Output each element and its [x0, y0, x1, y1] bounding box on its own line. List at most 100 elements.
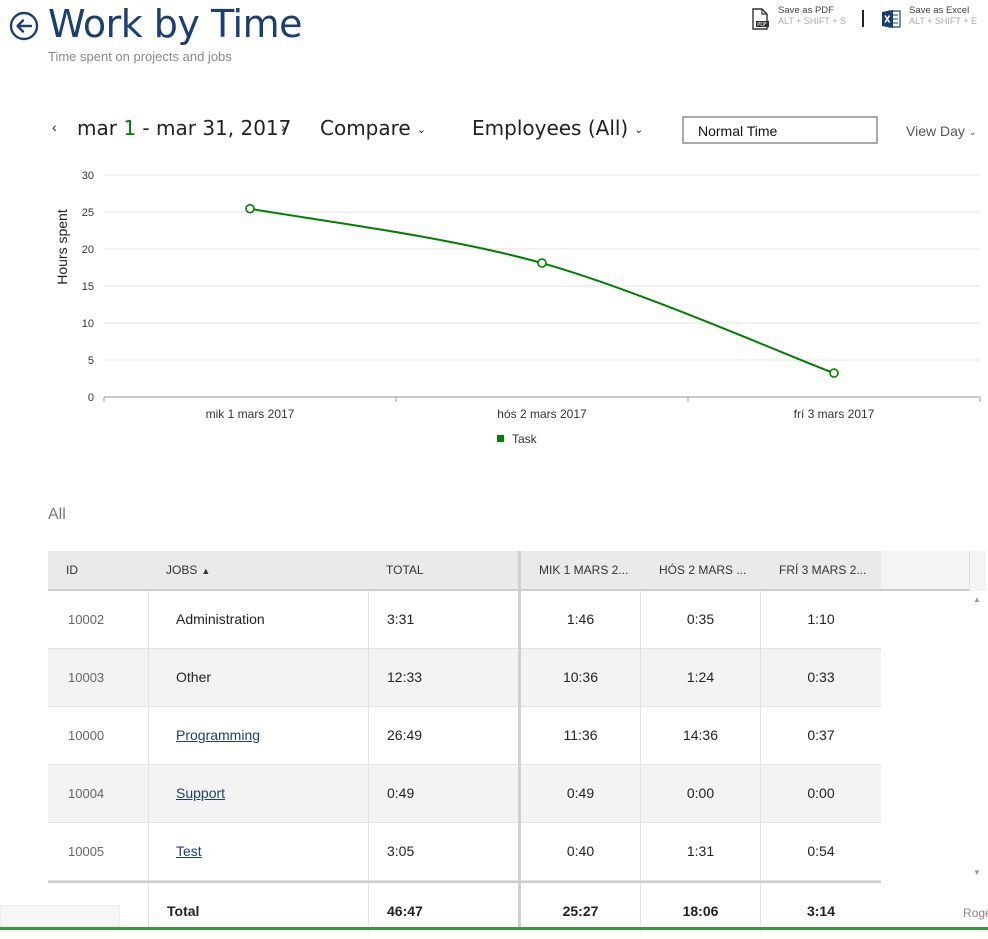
chevron-down-icon: ⌄: [416, 123, 426, 136]
table-total-row: Total 46:47 25:27 18:06 3:14: [48, 881, 881, 932]
total-day-1: 25:27: [521, 883, 641, 932]
pdf-document-icon: PDF: [752, 8, 769, 30]
scrollbar-header-corner: [969, 551, 986, 591]
x-tick-label: frí 3 mars 2017: [794, 407, 875, 421]
compare-dropdown[interactable]: Compare ⌄: [320, 116, 426, 140]
legend-label-task: Task: [512, 432, 538, 446]
row-id-cell: 10004: [68, 786, 105, 801]
total-hours: 46:47: [387, 903, 423, 919]
row-total-cell: 26:49: [387, 727, 423, 743]
x-tick-label: mik 1 mars 2017: [206, 407, 295, 421]
save-as-excel-button[interactable]: Save as Excel ALT + SHIFT + E: [881, 6, 977, 30]
work-time-table: ID JOBS ▲ TOTAL MIK 1 MARS 2... HÓS 2 MAR…: [48, 551, 986, 932]
bottom-accent-bar: [0, 927, 988, 930]
scroll-up-icon[interactable]: ▲: [973, 595, 981, 604]
page-title: Work by Time: [48, 2, 303, 46]
date-range-label[interactable]: mar 1 - mar 31, 2017: [77, 116, 291, 140]
column-header-total[interactable]: TOTAL: [386, 563, 424, 577]
page-header: Work by Time Time spent on projects and …: [0, 0, 988, 80]
table-row[interactable]: 10005 Test 3:05 0:40 1:31 0:54: [48, 823, 881, 881]
employees-dropdown[interactable]: Employees (All) ⌄: [472, 116, 643, 140]
view-day-dropdown[interactable]: View Day ⌄: [906, 123, 976, 139]
row-day-2-cell: 1:24: [641, 649, 761, 706]
row-total-cell: 12:33: [387, 669, 423, 685]
column-header-jobs[interactable]: JOBS ▲: [166, 551, 210, 589]
total-day-3: 3:14: [806, 903, 836, 919]
row-id-cell: 10000: [68, 728, 105, 743]
export-separator: [862, 10, 864, 27]
time-type-select[interactable]: Normal Time: [682, 116, 878, 144]
chart-x-axis: mik 1 mars 2017 hós 2 mars 2017 frí 3 mars…: [103, 397, 981, 421]
date-day: 1: [123, 116, 137, 140]
y-tick-label: 25: [82, 207, 94, 219]
table-header-row: ID JOBS ▲ TOTAL MIK 1 MARS 2... HÓS 2 MAR…: [48, 551, 969, 591]
clipped-footer-text: Roge: [963, 906, 988, 920]
back-arrow-icon[interactable]: [9, 11, 39, 41]
employees-label: Employees (All): [472, 116, 629, 140]
row-day-3-cell: 0:33: [807, 669, 835, 685]
y-tick-label: 5: [88, 355, 94, 367]
header-filler: [881, 551, 969, 591]
data-point[interactable]: [245, 203, 255, 214]
view-day-label: View Day: [906, 123, 965, 139]
y-tick-label: 0: [88, 392, 94, 404]
pinned-columns-divider: [518, 551, 521, 930]
legend-swatch-task: [497, 435, 504, 442]
row-total-cell: 0:49: [387, 785, 415, 801]
series-line-task: [249, 207, 835, 375]
scroll-down-icon[interactable]: ▼: [973, 868, 981, 877]
column-header-id[interactable]: ID: [66, 563, 78, 577]
chart-y-ticks: 0 5 10 15 20 25 30: [82, 170, 94, 404]
next-period-button[interactable]: ›: [281, 119, 286, 135]
y-tick-label: 20: [82, 244, 94, 256]
row-id-cell: 10002: [68, 612, 105, 627]
vertical-scrollbar[interactable]: ▲ ▼: [969, 591, 986, 881]
row-day-2-cell: 0:35: [641, 591, 761, 648]
save-as-pdf-button[interactable]: PDF Save as PDF ALT + SHIFT + S: [750, 6, 846, 30]
column-header-day-1[interactable]: MIK 1 MARS 2...: [539, 563, 629, 577]
row-total-cell: 3:05: [387, 843, 415, 859]
table-row[interactable]: 10004 Support 0:49 0:49 0:00 0:00: [48, 765, 881, 823]
chart-y-axis-label: Hours spent: [54, 209, 70, 285]
save-as-excel-label: Save as Excel: [909, 5, 970, 16]
column-header-jobs-label: JOBS: [166, 563, 198, 577]
excel-document-icon: [882, 10, 901, 28]
data-point[interactable]: [537, 258, 547, 268]
total-day-2: 18:06: [641, 883, 761, 932]
x-tick-label: hós 2 mars 2017: [497, 407, 587, 421]
previous-period-button[interactable]: ‹: [52, 119, 57, 135]
page-subtitle: Time spent on projects and jobs: [48, 49, 232, 64]
row-day-3-cell: 0:54: [807, 843, 835, 859]
job-link[interactable]: Programming: [148, 707, 369, 764]
svg-text:PDF: PDF: [757, 22, 767, 28]
row-day-2-cell: 1:31: [641, 823, 761, 880]
save-as-excel-shortcut: ALT + SHIFT + E: [909, 16, 978, 26]
row-day-1-cell: 0:40: [521, 823, 641, 880]
chart-gridlines: [104, 174, 980, 398]
chart-svg: 0 5 10 15 20 25 30 mik 1 mars 2017 hós 2 mars 2…: [54, 170, 981, 446]
job-link[interactable]: Support: [148, 765, 369, 822]
column-header-day-3[interactable]: FRÍ 3 MARS 2...: [779, 563, 867, 577]
table-row[interactable]: 10000 Programming 26:49 11:36 14:36 0:37: [48, 707, 881, 765]
hours-line-chart: 0 5 10 15 20 25 30 mik 1 mars 2017 hós 2 mars 2…: [0, 160, 988, 460]
data-point[interactable]: [829, 368, 839, 378]
column-header-day-2[interactable]: HÓS 2 MARS ...: [659, 563, 747, 577]
row-day-1-cell: 11:36: [521, 707, 641, 764]
row-id-cell: 10003: [68, 670, 105, 685]
job-link[interactable]: Test: [148, 823, 369, 880]
row-total-cell: 3:31: [387, 611, 415, 627]
row-day-2-cell: 14:36: [641, 707, 761, 764]
row-id-cell: 10005: [68, 844, 105, 859]
row-day-3-cell: 1:10: [807, 611, 835, 627]
table-row[interactable]: 10002 Administration 3:31 1:46 0:35 1:10: [48, 591, 881, 649]
row-day-1-cell: 10:36: [521, 649, 641, 706]
date-suffix: - mar 31, 2017: [136, 116, 292, 140]
save-as-pdf-shortcut: ALT + SHIFT + S: [778, 16, 847, 26]
save-as-pdf-label: Save as PDF: [778, 5, 834, 16]
filter-toolbar: ‹ mar 1 - mar 31, 2017 › Compare ⌄ Employ…: [0, 108, 988, 148]
y-tick-label: 30: [82, 170, 94, 182]
chevron-down-icon: ⌄: [634, 123, 644, 136]
table-row[interactable]: 10003 Other 12:33 10:36 1:24 0:33: [48, 649, 881, 707]
y-tick-label: 15: [82, 281, 94, 293]
job-name: Other: [148, 649, 369, 706]
